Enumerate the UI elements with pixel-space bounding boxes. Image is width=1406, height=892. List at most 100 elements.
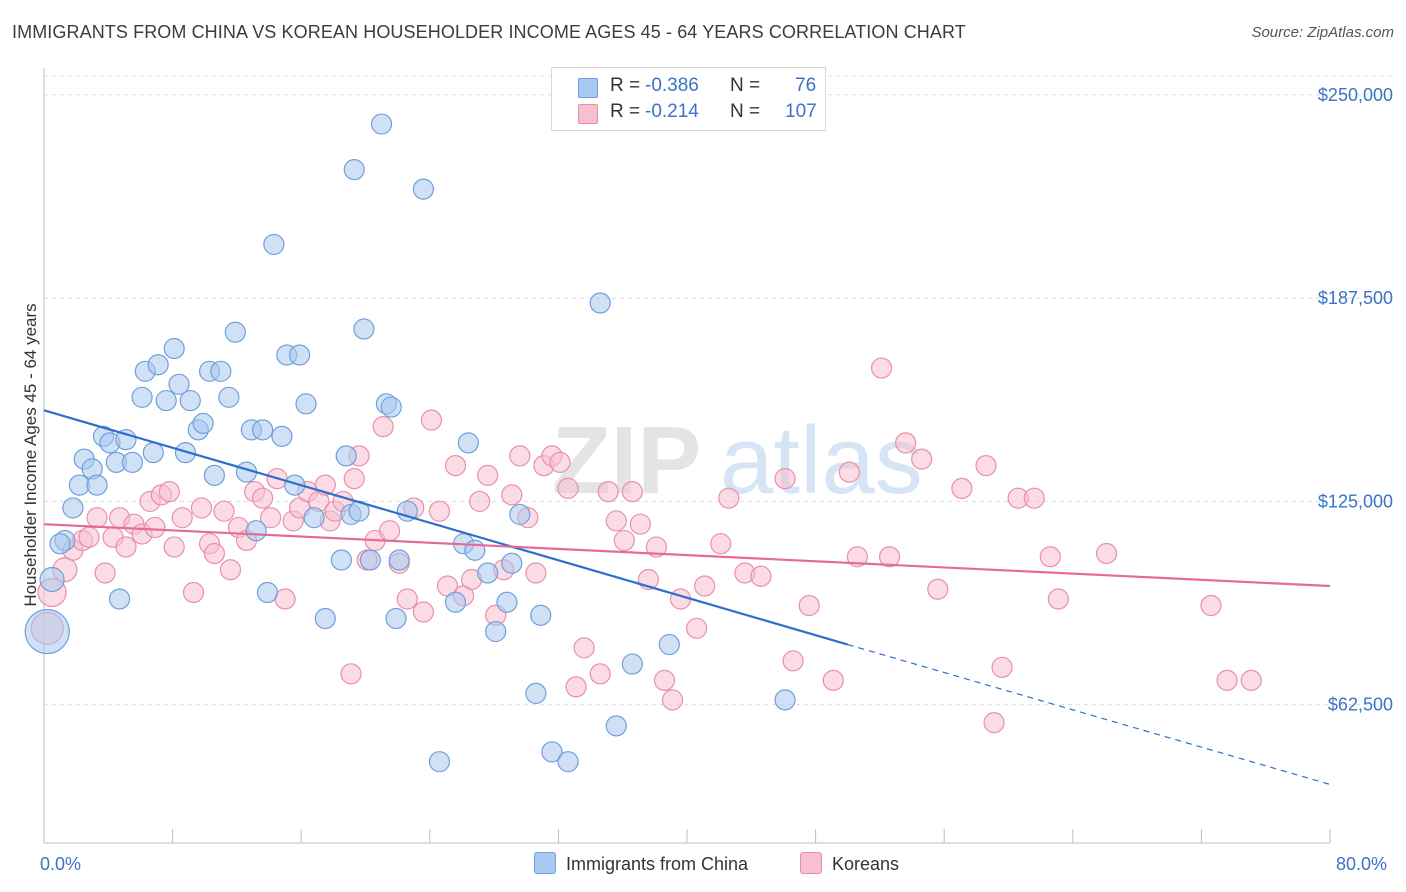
legend-swatch-korea: [578, 104, 598, 124]
bottom-legend-swatch-korea: [800, 852, 822, 874]
china-point: [86, 474, 108, 496]
korea-trend-line: [43, 523, 1331, 588]
korea-point: [645, 536, 668, 558]
y-tick-labels: $62,500 $125,000 $187,500 $250,000: [1318, 85, 1393, 715]
korea-point: [1216, 669, 1238, 691]
korea-point: [78, 526, 100, 548]
china-point: [288, 344, 311, 366]
axes: [43, 68, 1331, 844]
korea-point: [878, 546, 901, 568]
korea-point: [629, 513, 651, 535]
korea-point: [589, 663, 611, 685]
china-points: [24, 113, 796, 773]
bottom-legend-korea: Koreans: [800, 852, 899, 876]
korea-point: [396, 588, 418, 610]
china-point: [245, 520, 267, 542]
legend-r-label: R =: [610, 75, 641, 96]
korea-point: [565, 676, 587, 698]
china-point: [541, 741, 563, 763]
china-point: [457, 432, 479, 454]
china-point: [621, 653, 643, 675]
korea-point: [158, 481, 180, 503]
legend-n-label: N =: [730, 75, 761, 96]
korea-point: [750, 565, 772, 587]
korea-point: [991, 656, 1013, 678]
china-point: [155, 389, 177, 412]
china-point: [49, 533, 71, 555]
korea-point: [549, 451, 571, 473]
china-point: [370, 113, 393, 135]
china-point: [224, 321, 246, 343]
china-point: [131, 386, 153, 408]
china-point: [192, 412, 214, 434]
korea-point: [1023, 487, 1045, 509]
correlation-legend: R = -0.386 N = 76 R = -0.214 N = 107: [551, 67, 826, 131]
china-point: [525, 682, 547, 704]
korea-point: [870, 357, 893, 379]
trend-lines: [43, 409, 1331, 786]
china-point: [147, 354, 169, 376]
china-point: [68, 474, 90, 496]
x-tick-label-min: 0.0%: [40, 854, 81, 874]
korea-point: [203, 542, 225, 565]
korea-point: [557, 477, 579, 500]
korea-point: [1095, 542, 1118, 565]
china-point: [210, 360, 232, 382]
korea-point: [686, 617, 708, 639]
china-trend-line: [43, 409, 849, 646]
korea-point: [782, 650, 804, 672]
korea-point: [975, 455, 997, 477]
legend-n-label: N =: [730, 101, 761, 122]
korea-point: [509, 445, 531, 467]
source-credit: Source: ZipAtlas.com: [1251, 24, 1394, 41]
korea-point: [163, 536, 185, 558]
china-point: [343, 158, 365, 181]
china-point: [256, 581, 279, 604]
korea-point: [171, 507, 193, 529]
china-point: [295, 393, 317, 415]
china-point: [252, 419, 274, 441]
korea-point: [274, 588, 296, 610]
china-point: [330, 549, 352, 571]
china-point: [271, 425, 293, 447]
korea-point: [182, 581, 205, 604]
china-point: [335, 445, 357, 467]
china-point: [557, 751, 579, 773]
china-point: [501, 552, 523, 574]
korea-point: [774, 468, 796, 490]
china-point: [589, 292, 611, 314]
china-point: [353, 318, 375, 340]
china-point: [121, 451, 144, 473]
korea-point: [444, 455, 467, 477]
china-point: [263, 233, 285, 256]
bottom-legend-china: Immigrants from China: [534, 852, 748, 876]
korea-point: [661, 689, 684, 711]
x-tick-label-max: 80.0%: [1336, 854, 1387, 874]
koreans-points: [30, 357, 1262, 734]
korea-point: [653, 669, 676, 691]
china-point: [396, 500, 418, 522]
bottom-legend-label-china: Immigrants from China: [566, 854, 749, 874]
korea-point: [597, 481, 619, 503]
china-point: [203, 464, 225, 486]
legend-r-value-korea: -0.214: [645, 101, 699, 122]
china-point: [380, 396, 402, 418]
bottom-legend-label-korea: Koreans: [832, 854, 900, 874]
china-point: [359, 549, 381, 571]
korea-point: [846, 546, 868, 568]
korea-point: [822, 669, 844, 691]
china-point: [444, 591, 467, 613]
korea-point: [951, 477, 973, 500]
china-point: [388, 549, 410, 571]
korea-point: [252, 487, 274, 509]
korea-point: [710, 533, 732, 555]
korea-point: [613, 529, 635, 552]
y-tick-label: $187,500: [1318, 288, 1393, 308]
korea-point: [911, 448, 933, 470]
korea-point: [115, 536, 137, 558]
korea-point: [379, 520, 401, 542]
china-point: [24, 608, 70, 655]
korea-point: [927, 578, 949, 600]
china-point: [168, 373, 190, 395]
korea-point: [213, 500, 235, 522]
